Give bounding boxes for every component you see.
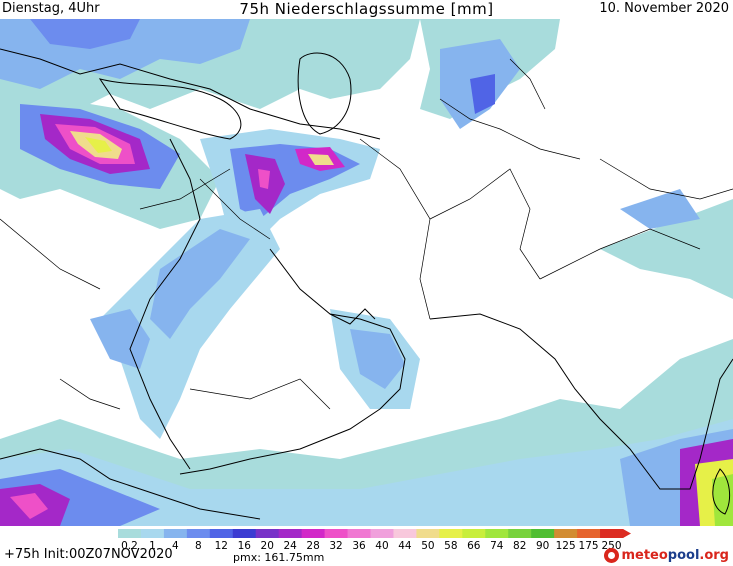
- legend-swatch: [416, 529, 440, 538]
- coastlines: [0, 48, 733, 520]
- precip-field-north: [0, 19, 733, 299]
- legend-swatch: [531, 529, 555, 538]
- legend-level-label: 175: [579, 540, 599, 552]
- legend-level-label: 32: [329, 540, 342, 552]
- legend-level-label: 36: [352, 540, 366, 552]
- legend-swatch: [600, 529, 624, 538]
- legend-overflow-arrow: [623, 529, 631, 538]
- legend-swatch: [232, 529, 257, 538]
- logo-text: meteopool.org: [621, 548, 729, 563]
- init-label: +75h Init:00Z07NOV2020: [4, 547, 173, 562]
- valid-time-label: Dienstag, 4Uhr: [2, 1, 100, 16]
- legend-level-label: 28: [306, 540, 319, 552]
- legend-swatch: [140, 529, 165, 538]
- legend-level-label: 40: [375, 540, 388, 552]
- legend-swatch: [462, 529, 486, 538]
- logo-text-a: meteo: [621, 547, 668, 563]
- legend-swatch: [255, 529, 280, 538]
- legend-level-label: 4: [172, 540, 179, 552]
- logo-text-c: .org: [699, 547, 729, 563]
- legend-swatch: [347, 529, 371, 538]
- legend-swatch: [163, 529, 188, 538]
- legend-level-label: 44: [398, 540, 412, 552]
- legend-level-label: 58: [444, 540, 457, 552]
- precip-field-west: [0, 89, 220, 229]
- legend-level-label: 50: [421, 540, 434, 552]
- legend-level-label: 16: [238, 540, 252, 552]
- precip-field-arabia: [90, 209, 420, 439]
- precip-field-south: [0, 339, 733, 526]
- legend-level-label: 66: [467, 540, 481, 552]
- legend-level-label: 125: [556, 540, 576, 552]
- precipitation-map: [0, 19, 733, 526]
- color-legend: 0.2 1 4 8 12 16 20 24 28 32 36 40 44 50 58 66 74 82 90 125 1…: [0, 526, 733, 566]
- legend-level-label: 0.2: [121, 540, 138, 552]
- legend-swatch: [278, 529, 303, 538]
- legend-level-label: 8: [195, 540, 202, 552]
- country-borders: [0, 58, 733, 410]
- legend-level-label: 1: [149, 540, 156, 552]
- legend-swatch: [485, 529, 509, 538]
- map-title: 75h Niederschlagssumme [mm]: [239, 0, 494, 18]
- legend-level-label: 90: [536, 540, 549, 552]
- meteopool-logo[interactable]: meteopool.org: [604, 545, 729, 565]
- legend-swatch: [118, 529, 142, 538]
- logo-icon: [604, 547, 620, 563]
- legend-level-label: 12: [215, 540, 228, 552]
- legend-swatch: [324, 529, 349, 538]
- legend-swatch: [370, 529, 394, 538]
- legend-swatch: [301, 529, 326, 538]
- legend-swatch: [439, 529, 463, 538]
- legend-level-label: 74: [490, 540, 504, 552]
- legend-swatch: [209, 529, 234, 538]
- logo-text-b: pool: [667, 547, 700, 563]
- legend-swatch: [393, 529, 417, 538]
- legend-swatch: [508, 529, 532, 538]
- legend-level-label: 20: [261, 540, 274, 552]
- legend-swatch: [554, 529, 578, 538]
- legend-level-label: 24: [283, 540, 297, 552]
- date-label: 10. November 2020: [599, 1, 729, 16]
- pmx-label: pmx: 161.75mm: [233, 551, 325, 564]
- legend-swatch: [186, 529, 211, 538]
- legend-swatch: [577, 529, 601, 538]
- legend-level-label: 82: [513, 540, 526, 552]
